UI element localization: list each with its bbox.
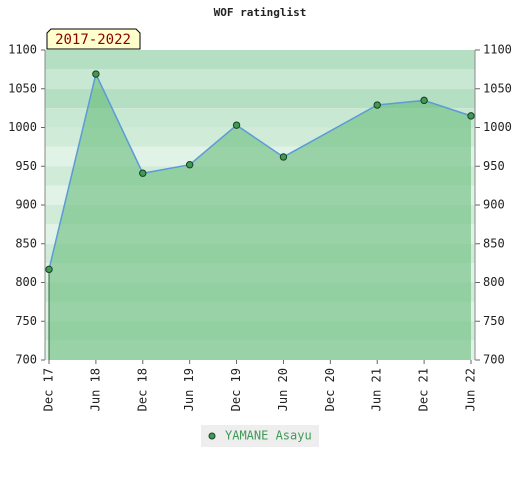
x-tick-label: Dec 17	[42, 368, 56, 411]
background-stripe	[45, 88, 475, 109]
y2-tick-label: 750	[483, 314, 505, 328]
x-tick-label: Dec 18	[135, 368, 149, 411]
area	[49, 74, 471, 361]
point	[232, 121, 241, 129]
y-tick-label: 700	[15, 353, 37, 367]
legend: YAMANE Asayu	[201, 425, 319, 447]
point	[373, 101, 381, 109]
y-tick-label: 1000	[8, 120, 37, 134]
point	[92, 70, 100, 78]
y2-tick-label: 1050	[483, 81, 512, 95]
background-stripe	[45, 50, 475, 70]
legend-label: YAMANE Asayu	[225, 429, 312, 443]
y2-tick-label: 900	[483, 198, 505, 212]
y2-tick-label: 1100	[483, 43, 512, 57]
y-tick-label: 750	[15, 314, 37, 328]
y-tick-label: 850	[15, 236, 37, 250]
point	[45, 265, 53, 274]
point	[185, 161, 194, 169]
x-tick-label: Jun 19	[182, 368, 196, 411]
y2-tick-label: 700	[483, 353, 505, 367]
x-tick-label: Dec 19	[229, 368, 243, 411]
x-tick-label: Dec 21	[417, 368, 431, 411]
point	[420, 96, 428, 105]
y-tick-label: 800	[15, 275, 37, 289]
x-tick-label: Dec 20	[323, 368, 337, 411]
y-tick-label: 1100	[8, 43, 37, 57]
x-tick-label: Jun 21	[370, 368, 384, 411]
x-tick-label: Jun 18	[88, 368, 102, 411]
point	[139, 169, 147, 177]
annotation: 2017-2022	[55, 32, 131, 48]
y-tick-label: 950	[15, 159, 37, 173]
y2-tick-label: 850	[483, 236, 505, 250]
x-tick-label: Jun 22	[464, 368, 478, 411]
y2-tick-label: 1000	[483, 120, 512, 134]
chart-title: WOF ratinglist	[214, 6, 307, 19]
point	[467, 112, 475, 120]
annotation-box	[46, 28, 141, 50]
y-tick-label: 1050	[8, 81, 37, 95]
legend-marker	[208, 432, 216, 440]
y2-tick-label: 800	[483, 275, 505, 289]
background-stripe	[45, 69, 475, 89]
y2-tick-label: 950	[483, 159, 505, 173]
y-tick-label: 900	[15, 198, 37, 212]
x-tick-label: Jun 20	[276, 368, 290, 411]
legend-box	[201, 425, 319, 447]
point	[279, 153, 288, 161]
